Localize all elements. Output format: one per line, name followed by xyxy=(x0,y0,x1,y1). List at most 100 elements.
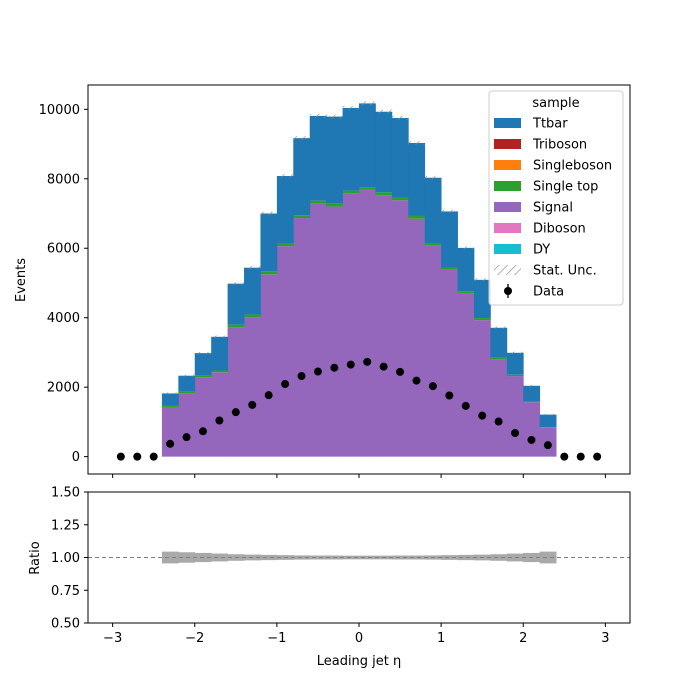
data-point xyxy=(313,367,322,376)
stat-unc-band xyxy=(539,413,557,416)
stat-unc-band xyxy=(293,136,310,141)
bar-ttbar xyxy=(473,279,491,319)
stat-unc-band xyxy=(178,374,195,377)
bar-signal xyxy=(441,269,458,457)
stat-unc-band xyxy=(359,101,376,106)
bar-ttbar xyxy=(441,211,458,267)
ratio-unc-bin xyxy=(359,555,376,560)
data-point xyxy=(248,400,257,409)
main-y-axis-label: Events xyxy=(14,258,29,302)
legend-swatch-stat-unc xyxy=(494,265,521,275)
bar-ttbar xyxy=(178,375,196,392)
ratio-unc-bin xyxy=(161,551,179,564)
bar-signal xyxy=(391,200,409,457)
ratio-y-tick-label: 0.75 xyxy=(51,584,80,599)
bar-ttbar xyxy=(326,116,343,204)
bar-ttbar xyxy=(506,352,524,375)
stat-unc-band xyxy=(342,105,359,111)
bar-single-top xyxy=(276,243,294,247)
legend-marker-data-dot xyxy=(504,287,512,295)
bar-signal xyxy=(276,246,294,457)
data-point xyxy=(363,357,372,366)
stat-unc-band xyxy=(391,115,409,121)
main-x-ticks xyxy=(112,474,606,478)
bar-single-top xyxy=(473,318,491,321)
bar-signal xyxy=(211,372,229,457)
main-y-axis: 0 2000 4000 6000 8000 10000 xyxy=(39,103,88,465)
bar-signal xyxy=(309,203,327,457)
x-tick-label: 3 xyxy=(601,631,609,646)
stat-unc-band xyxy=(211,335,228,339)
stat-unc-band xyxy=(309,113,327,118)
legend-swatch-diboson xyxy=(494,223,521,233)
data-point xyxy=(264,391,273,400)
bar-signal xyxy=(244,317,261,457)
ratio-unc-bin xyxy=(211,553,229,562)
stat-unc-band xyxy=(457,246,474,250)
stat-unc-band xyxy=(523,384,540,387)
ratio-x-axis: −3 −2 −1 0 1 2 3 xyxy=(103,623,610,646)
x-tick-label: 0 xyxy=(355,631,363,646)
bar-signal xyxy=(473,320,491,457)
legend-label-ttbar: Ttbar xyxy=(532,117,568,132)
bar-signal xyxy=(523,402,541,457)
data-point xyxy=(215,416,224,425)
legend-swatch-signal xyxy=(494,202,521,212)
ratio-unc-bin xyxy=(441,555,458,560)
bar-signal xyxy=(457,293,475,457)
bar-signal xyxy=(178,393,196,457)
bar-ttbar xyxy=(260,213,278,272)
legend-swatch-triboson xyxy=(494,139,521,149)
bar-signal xyxy=(424,245,442,457)
data-point xyxy=(281,380,290,389)
stat-unc-band xyxy=(375,109,392,114)
bar-ttbar xyxy=(359,103,376,188)
bar-ttbar xyxy=(211,336,229,371)
ratio-y-tick-label: 1.25 xyxy=(51,518,80,533)
bar-single-top xyxy=(391,197,409,201)
data-point xyxy=(412,376,421,385)
bar-single-top xyxy=(326,203,343,207)
data-point xyxy=(593,452,602,461)
legend-title: sample xyxy=(532,96,579,111)
bar-single-top xyxy=(211,370,229,373)
data-point xyxy=(543,441,552,450)
bar-ttbar xyxy=(539,414,557,428)
data-point xyxy=(116,452,125,461)
bar-ttbar xyxy=(293,138,311,216)
data-point xyxy=(494,417,503,426)
data-point xyxy=(182,433,191,442)
bar-single-top xyxy=(260,271,278,275)
data-point xyxy=(149,452,158,461)
ratio-unc-bin xyxy=(391,555,409,560)
bar-ttbar xyxy=(408,143,426,216)
stat-unc-band xyxy=(276,174,294,178)
bar-signal xyxy=(506,376,524,457)
ratio-unc-bin xyxy=(457,554,475,561)
bar-signal xyxy=(260,274,278,457)
data-point xyxy=(527,435,536,444)
x-tick-label: 1 xyxy=(437,631,445,646)
bar-single-top xyxy=(457,291,475,294)
legend-label-dy: DY xyxy=(533,243,550,258)
data-point xyxy=(231,408,240,417)
bar-ttbar xyxy=(276,175,294,244)
bar-ttbar xyxy=(424,177,442,244)
ratio-unc-bin xyxy=(408,555,426,560)
legend-label-singleboson: Singleboson xyxy=(533,159,612,174)
bar-single-top xyxy=(408,215,426,219)
bar-single-top xyxy=(244,314,261,318)
stat-unc-band xyxy=(473,278,491,282)
x-tick-label: 2 xyxy=(519,631,527,646)
data-point xyxy=(133,452,142,461)
bar-signal xyxy=(408,218,426,457)
data-point xyxy=(379,362,388,371)
ratio-y-tick-label: 1.00 xyxy=(51,551,80,566)
legend-label-stat-unc-: Stat. Unc. xyxy=(533,264,597,279)
stat-unc-band xyxy=(441,209,458,214)
y-tick-label: 8000 xyxy=(47,172,80,187)
stat-unc-band xyxy=(260,211,277,216)
bar-signal xyxy=(293,218,311,457)
legend-box xyxy=(488,90,624,306)
